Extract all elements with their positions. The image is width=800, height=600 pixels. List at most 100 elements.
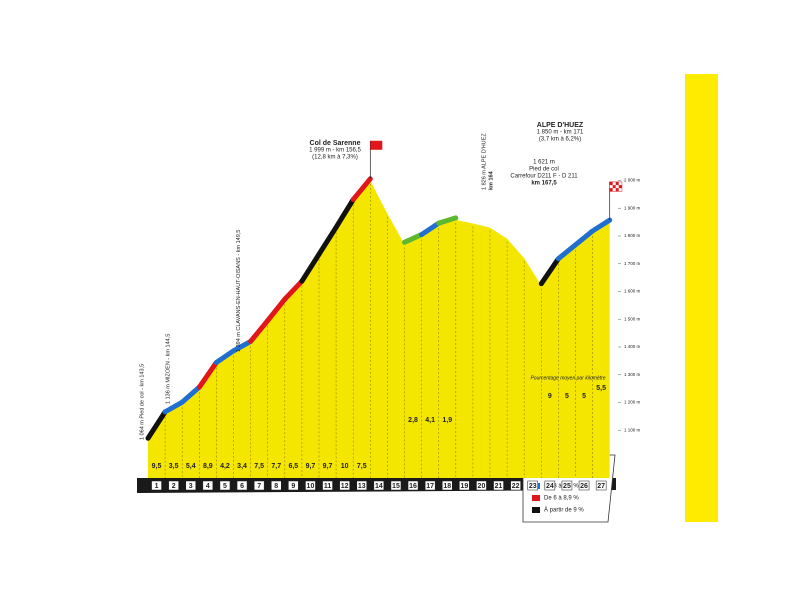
side-band [685, 74, 718, 522]
km-label: 24 [546, 483, 554, 490]
annotation: Pied de col [529, 167, 559, 173]
y-tick-label: 1 400 m [624, 344, 641, 349]
gradient-segment [299, 251, 322, 284]
km-box [561, 480, 573, 491]
km-box [288, 480, 299, 491]
km-box [356, 480, 367, 491]
y-tick-label: 2 000 m [624, 178, 641, 183]
km-box [339, 480, 350, 491]
gradient-label: 10 [341, 463, 349, 470]
km-label: 13 [358, 483, 366, 490]
km-label: 1 [155, 483, 159, 490]
gradient-segment [555, 242, 578, 262]
gradient-segment [282, 278, 305, 302]
km-box [236, 480, 248, 491]
annotation: Col de Sarenne [310, 140, 361, 147]
gradient-label: 5,4 [186, 463, 196, 470]
annotation: (3,7 km à 6,2%) [539, 137, 581, 143]
legend-swatch [532, 495, 540, 501]
legend-label: À partir de 9 % [544, 507, 584, 514]
km-label: 16 [409, 483, 417, 490]
annotation: ALPE D'HUEZ [537, 122, 584, 129]
km-label: 15 [392, 483, 400, 490]
gradient-segment [436, 215, 459, 226]
km-label: 19 [460, 483, 468, 490]
km-box [271, 480, 282, 491]
gradient-segment [231, 338, 254, 354]
vertical-annotation: km 164 [488, 170, 494, 190]
y-tick-label: 1 100 m [624, 427, 641, 432]
km-box [373, 480, 385, 491]
flag-check [618, 182, 622, 186]
km-box [390, 480, 402, 491]
gradient-label: 9,7 [323, 463, 333, 470]
km-box [510, 480, 521, 491]
km-label: 4 [206, 483, 210, 490]
gradient-segment [248, 318, 271, 344]
km-box [168, 480, 179, 491]
gradient-note: Pourcentage moyen par kilomètre [530, 375, 605, 381]
km-label: 2 [172, 483, 176, 490]
gradient-segment [162, 399, 185, 415]
legend-label: De 6 à 8,9 % [544, 496, 579, 502]
flag-check [615, 185, 619, 189]
km-label: 21 [495, 483, 503, 490]
km-box [544, 480, 556, 491]
km-label: 17 [426, 483, 434, 490]
km-label: 27 [597, 483, 605, 490]
km-box [185, 480, 196, 491]
km-label: 22 [512, 483, 520, 490]
vertical-annotation: 1 394 m CLAVANS-EN-HAUT-OISANS - km 149,… [236, 230, 242, 352]
y-tick-label: 1 800 m [624, 233, 641, 238]
y-tick-label: 1 300 m [624, 372, 641, 377]
gradient-label: 7,5 [254, 463, 264, 470]
vertical-annotation: 1 136 m MIZOEN - km 144,5 [165, 334, 171, 404]
gradient-segment [573, 228, 596, 248]
gradient-segment [350, 176, 373, 203]
annotation: km 167,5 [531, 181, 557, 187]
gradient-segment [179, 384, 202, 405]
y-tick-label: 1 600 m [624, 289, 641, 294]
km-box [151, 480, 162, 491]
gradient-label: 5 [565, 393, 569, 400]
km-box [305, 480, 316, 491]
km-label: 18 [443, 483, 451, 490]
km-label: 25 [563, 483, 571, 490]
gradient-label: 5 [582, 393, 586, 400]
gradient-label: 1,9 [442, 417, 452, 424]
annotation: (12,8 km à 7,3%) [312, 155, 358, 161]
km-box [493, 480, 504, 491]
gradient-label: 4,2 [220, 463, 230, 470]
gradient-segment [145, 409, 168, 441]
flag-check [612, 188, 616, 192]
km-label: 23 [529, 483, 537, 490]
km-box [407, 480, 419, 491]
annotation: 1 999 m - km 156,5 [309, 148, 361, 154]
annotation: 1 621 m [533, 160, 555, 166]
gradient-segment [196, 359, 219, 390]
annotation: Carrefour D211 F - D 211 [510, 174, 578, 180]
km-box [424, 480, 436, 491]
y-tick-label: 1 500 m [624, 316, 641, 321]
km-label: 10 [307, 483, 315, 490]
annotation: 1 850 m - km 171 [537, 130, 584, 136]
flag [370, 140, 383, 150]
km-box [322, 480, 333, 491]
gradient-segment [590, 217, 613, 234]
gradient-label: 5,5 [596, 385, 606, 392]
km-label: 11 [324, 483, 332, 490]
flag-check [618, 188, 622, 192]
km-label: 3 [189, 483, 193, 490]
gradient-label: 9 [548, 393, 552, 400]
gradient-label: 3,4 [237, 463, 247, 470]
gradient-label: 9,5 [152, 463, 162, 470]
gradient-label: 9,7 [306, 463, 316, 470]
km-label: 26 [580, 483, 588, 490]
km-box [253, 480, 265, 491]
km-label: 20 [478, 483, 486, 490]
gradient-segment [333, 197, 356, 230]
gradient-segment [316, 224, 339, 257]
legend-swatch [532, 507, 540, 513]
km-box [219, 480, 231, 491]
